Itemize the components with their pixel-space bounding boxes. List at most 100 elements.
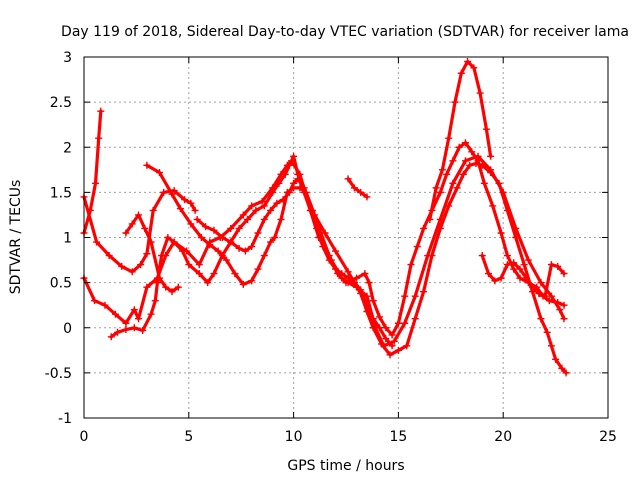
y-tick-label: 1 [63, 231, 72, 247]
trace-5-point [206, 241, 214, 249]
trace-6-point [489, 202, 497, 210]
trace-2-point [191, 206, 199, 214]
trace-1-line [82, 109, 103, 235]
trace-6-point [210, 226, 218, 234]
trace-3-point [390, 337, 398, 345]
trace-8-point [560, 270, 568, 278]
trace-5-point [231, 270, 239, 278]
trace-6-point [449, 157, 457, 165]
trace-3-point [111, 310, 119, 318]
trace-6-point [273, 199, 281, 207]
trace-5-point [445, 202, 453, 210]
trace-4-point [151, 297, 159, 305]
trace-4-point [164, 234, 172, 241]
x-tick-label: 0 [80, 429, 89, 445]
trace-5-point [466, 161, 474, 169]
grid [84, 57, 608, 418]
trace-10-point [155, 274, 163, 282]
trace-1-point [97, 107, 105, 115]
trace-5-point [187, 220, 195, 228]
axis-ticks: 0 5 10 15 20 25 -1 -0.5 0 0.5 1 1.5 2 2.5 3 [45, 50, 617, 445]
x-tick-label: 25 [599, 429, 617, 445]
trace-3-point [195, 261, 203, 269]
trace-9-point [357, 188, 365, 196]
trace-6-point [300, 184, 308, 192]
trace-3-point [239, 211, 247, 219]
trace-4-point [139, 326, 147, 334]
trace-7-point [445, 134, 453, 142]
trace-6-point [369, 297, 377, 305]
trace-5-point [277, 215, 285, 223]
trace-2-point [128, 268, 136, 276]
trace-5-point [260, 252, 268, 260]
trace-6-point [193, 215, 201, 223]
trace-5-point [176, 205, 184, 213]
trace-6-point [560, 301, 568, 309]
trace-5-point [378, 340, 386, 348]
trace-7-point [438, 166, 446, 174]
trace-3-point [130, 306, 138, 314]
trace-2-point [149, 206, 157, 214]
trace-10-point [168, 288, 176, 296]
trace-5-point [254, 265, 262, 273]
trace-6-point [407, 261, 415, 269]
y-axis-label: SDTVAR / TECUs [8, 180, 24, 295]
trace-10-point [128, 220, 136, 228]
trace-5-point [386, 351, 394, 359]
trace-4-point [153, 279, 161, 287]
trace-6-point [497, 229, 505, 237]
trace-3-point [537, 279, 545, 287]
trace-8-point [516, 265, 524, 273]
trace-1-point [92, 179, 100, 187]
trace-3-point [258, 197, 266, 205]
trace-2-point [118, 262, 126, 270]
trace-7-point [457, 69, 465, 77]
trace-6-point [401, 292, 409, 300]
trace-3-point [449, 179, 457, 187]
trace-1-point [95, 134, 103, 142]
trace-3-point [461, 157, 469, 165]
trace-3-point [560, 315, 568, 323]
trace-3-point [248, 202, 256, 210]
trace-5-point [197, 234, 205, 241]
trace-5-point [403, 342, 411, 350]
trace-6-point [443, 170, 451, 178]
trace-5-point [453, 184, 461, 192]
y-tick-label: -1 [58, 411, 72, 427]
y-tick-label: 2 [63, 140, 72, 156]
trace-5-point [543, 328, 551, 336]
y-tick-label: 0 [63, 321, 72, 337]
trace-5-point [547, 342, 555, 350]
trace-3-point [122, 319, 130, 327]
trace-10-point [147, 238, 155, 246]
trace-8-point [478, 252, 486, 260]
trace-6-point [461, 139, 469, 147]
trace-3-point [101, 301, 109, 309]
trace-3-point [411, 292, 419, 300]
trace-2-point [170, 187, 178, 195]
trace-8-point [503, 261, 511, 269]
trace-3-point [556, 306, 564, 314]
trace-5-point [459, 170, 467, 178]
trace-6-point [365, 279, 373, 287]
trace-10-point [162, 283, 170, 291]
trace-2-point [137, 261, 145, 269]
trace-6-point [388, 331, 396, 339]
trace-4-point [122, 326, 130, 334]
trace-5-point [155, 169, 163, 177]
trace-6-point [227, 238, 235, 246]
chart-title: Day 119 of 2018, Sidereal Day-to-day VTE… [61, 24, 629, 40]
trace-6-point [260, 215, 268, 223]
trace-4-point [269, 188, 277, 196]
trace-10-point [134, 211, 142, 219]
trace-3-point [401, 319, 409, 327]
trace-4-point [382, 335, 390, 343]
x-tick-label: 15 [389, 429, 407, 445]
trace-9-line [346, 177, 369, 199]
trace-4-point [107, 333, 115, 341]
trace-9-point [363, 193, 371, 201]
trace-5-point [503, 206, 511, 214]
trace-4-point [147, 310, 155, 318]
trace-6-point [352, 274, 360, 282]
trace-4-point [114, 328, 122, 336]
